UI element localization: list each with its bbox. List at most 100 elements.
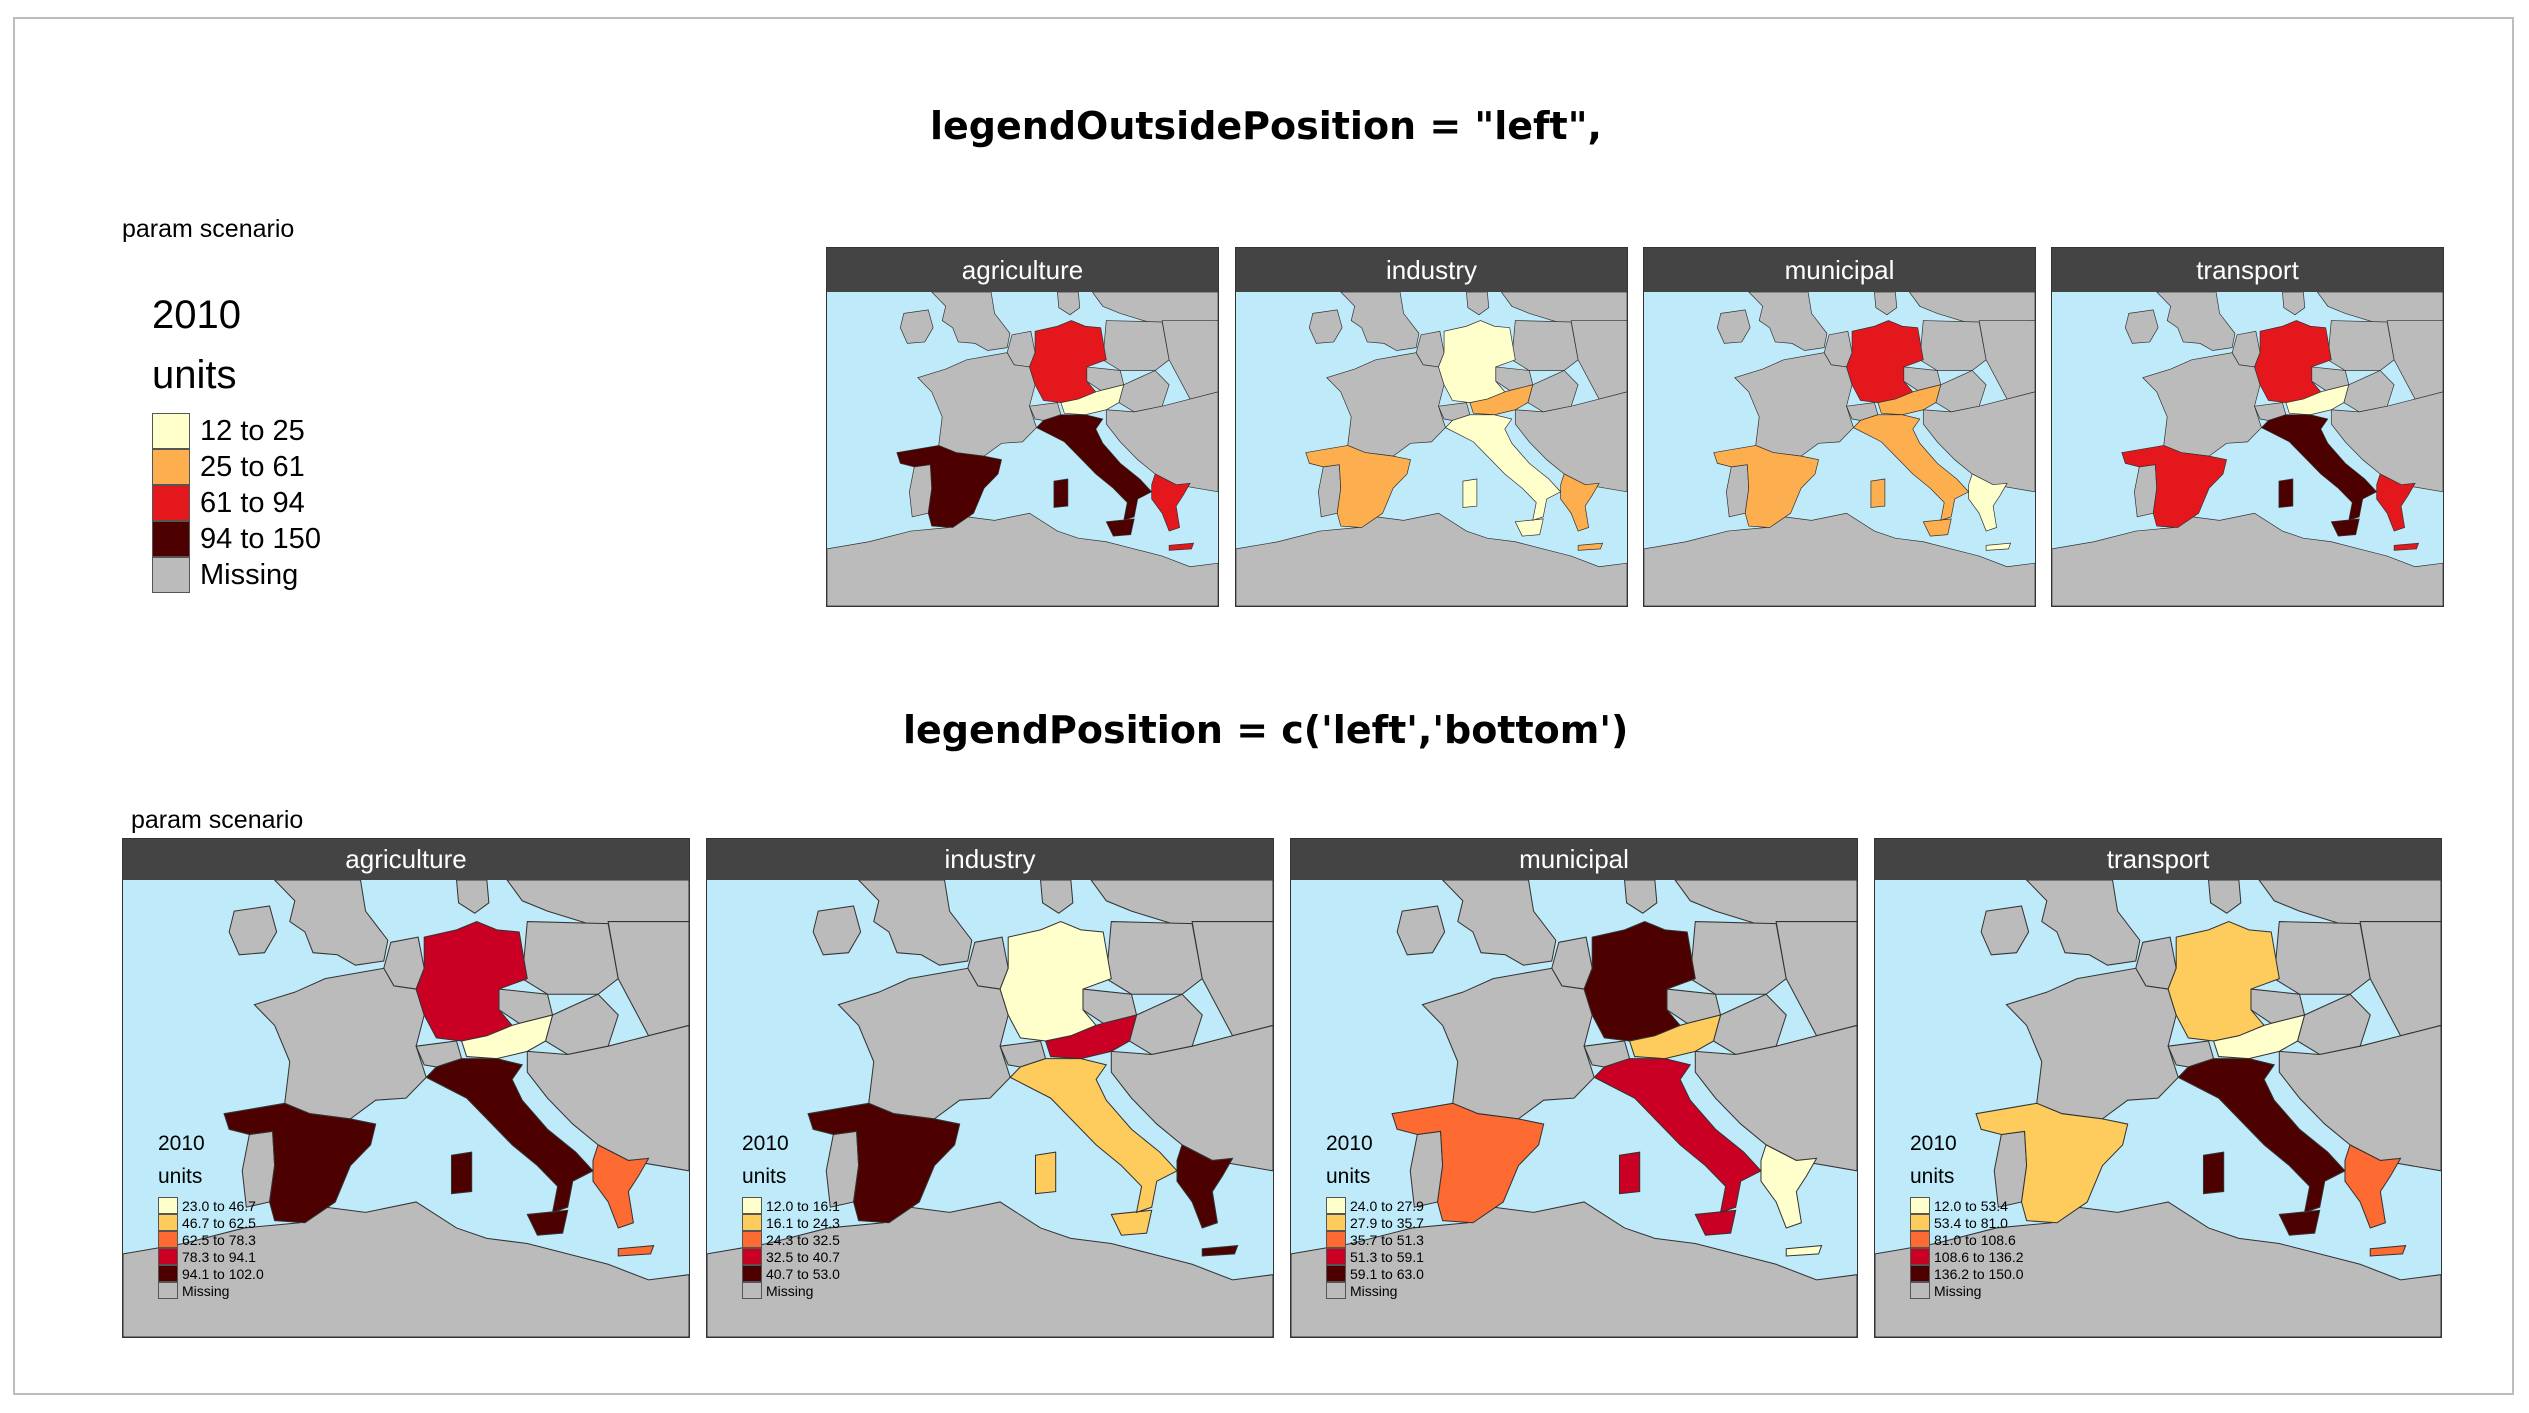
country-great-britain <box>1441 880 1557 966</box>
country-greece <box>592 1144 655 1257</box>
legend-row: 40.7 to 53.0 <box>742 1265 840 1282</box>
map-panel-transport: transport <box>2051 247 2444 607</box>
country-denmark <box>1040 880 1074 914</box>
country-balkans <box>1514 391 1627 493</box>
legend-units: units <box>742 1165 787 1188</box>
legend-label: 23.0 to 46.7 <box>182 1197 256 1214</box>
legend-year: 2010 <box>1326 1132 1373 1155</box>
legend-label: 136.2 to 150.0 <box>1934 1265 2024 1282</box>
legend-row: 12 to 25 <box>152 413 321 449</box>
country-austria <box>1628 1014 1722 1060</box>
country-germany <box>1583 920 1696 1042</box>
country-poland <box>2273 921 2371 995</box>
legend-swatch <box>742 1197 762 1214</box>
country-poland <box>1102 320 1170 371</box>
legend-swatch <box>158 1248 178 1265</box>
heading-legend-position: legendPosition = c('left','bottom') <box>903 708 1629 752</box>
inside-legend: 2010 units 23.0 to 46.7 46.7 to 62.5 62.5 to… <box>158 1127 264 1299</box>
choropleth-map <box>1644 292 2035 606</box>
country-italy <box>1009 1058 1178 1236</box>
legend-label: 51.3 to 59.1 <box>1350 1248 1424 1265</box>
legend-label: 16.1 to 24.3 <box>766 1214 840 1231</box>
legend-label: 78.3 to 94.1 <box>182 1248 256 1265</box>
legend-row: 59.1 to 63.0 <box>1326 1265 1424 1282</box>
legend-label: 108.6 to 136.2 <box>1934 1248 2024 1265</box>
legend-row: 24.0 to 27.9 <box>1326 1197 1424 1214</box>
legend-swatch <box>1910 1214 1930 1231</box>
country-poland <box>1919 320 1987 371</box>
legend-swatch <box>158 1197 178 1214</box>
legend-row: 81.0 to 108.6 <box>1910 1231 2024 1248</box>
country-poland <box>1105 921 1203 995</box>
country-germany <box>1029 320 1107 403</box>
map-panel-industry: industry <box>706 838 1274 1338</box>
legend-swatch <box>152 413 190 449</box>
country-spain <box>896 445 1002 528</box>
country-france <box>837 967 1011 1120</box>
legend-swatch <box>1910 1265 1930 1282</box>
country-spain <box>1975 1102 2129 1224</box>
legend-swatch <box>742 1231 762 1248</box>
legend-swatch <box>1910 1248 1930 1265</box>
country-austria <box>460 1014 554 1060</box>
country-austria <box>2285 384 2350 416</box>
legend-swatch <box>1326 1282 1346 1299</box>
legend-row: 53.4 to 81.0 <box>1910 1214 2024 1231</box>
country-balkans <box>2330 391 2443 493</box>
country-italy <box>1852 414 1970 537</box>
country-italy <box>1593 1058 1762 1236</box>
legend-row: 32.5 to 40.7 <box>742 1248 840 1265</box>
choropleth-map <box>2052 292 2443 606</box>
country-ireland <box>899 309 934 344</box>
legend-swatch <box>158 1282 178 1299</box>
country-balkans <box>2278 1024 2441 1172</box>
country-italy <box>2260 414 2378 537</box>
legend-row: 51.3 to 59.1 <box>1326 1248 1424 1265</box>
legend-label: 27.9 to 35.7 <box>1350 1214 1424 1231</box>
legend-row: 136.2 to 150.0 <box>1910 1265 2024 1282</box>
country-great-britain <box>931 292 1011 351</box>
country-spain <box>1391 1102 1545 1224</box>
legend-swatch <box>742 1265 762 1282</box>
country-balkans <box>1694 1024 1857 1172</box>
country-north-africa <box>2052 512 2443 606</box>
country-denmark <box>1874 292 1898 316</box>
legend-swatch <box>152 557 190 593</box>
legend-swatch <box>152 521 190 557</box>
legend-swatch <box>158 1231 178 1248</box>
legend-row: Missing <box>152 557 321 593</box>
country-denmark <box>456 880 490 914</box>
legend-swatch <box>742 1282 762 1299</box>
figure-frame <box>13 17 2514 1395</box>
legend-swatch <box>1910 1231 1930 1248</box>
country-denmark <box>2208 880 2242 914</box>
country-north-africa <box>123 1201 689 1337</box>
legend-year: 2010 <box>158 1132 205 1155</box>
legend-row: 94 to 150 <box>152 521 321 557</box>
legend-swatch <box>1326 1214 1346 1231</box>
facet-strip-label: transport <box>1875 839 2441 880</box>
legend-row: 78.3 to 94.1 <box>158 1248 264 1265</box>
map-panel-industry: industry <box>1235 247 1628 607</box>
country-italy <box>425 1058 594 1236</box>
country-poland <box>1511 320 1579 371</box>
country-great-britain <box>2025 880 2141 966</box>
country-great-britain <box>857 880 973 966</box>
country-greece <box>1968 473 2012 551</box>
legend-swatch <box>152 485 190 521</box>
legend-swatch <box>1326 1197 1346 1214</box>
legend-label: 24.0 to 27.9 <box>1350 1197 1424 1214</box>
country-north-africa <box>707 1201 1273 1337</box>
legend-label: 32.5 to 40.7 <box>766 1248 840 1265</box>
legend-swatch <box>158 1265 178 1282</box>
legend-swatch <box>742 1248 762 1265</box>
legend-label: Missing <box>200 558 299 591</box>
country-balkans <box>526 1024 689 1172</box>
facet-strip-label: municipal <box>1644 248 2035 292</box>
legend-year: 2010 <box>152 293 241 337</box>
country-germany <box>415 920 528 1042</box>
outside-legend: 2010 units 12 to 25 25 to 61 61 to 94 94 to… <box>152 285 321 593</box>
inside-legend: 2010 units 12.0 to 16.1 16.1 to 24.3 24.3 to… <box>742 1127 840 1299</box>
map-panel-municipal: municipal <box>1290 838 1858 1338</box>
legend-label: 94 to 150 <box>200 522 321 555</box>
